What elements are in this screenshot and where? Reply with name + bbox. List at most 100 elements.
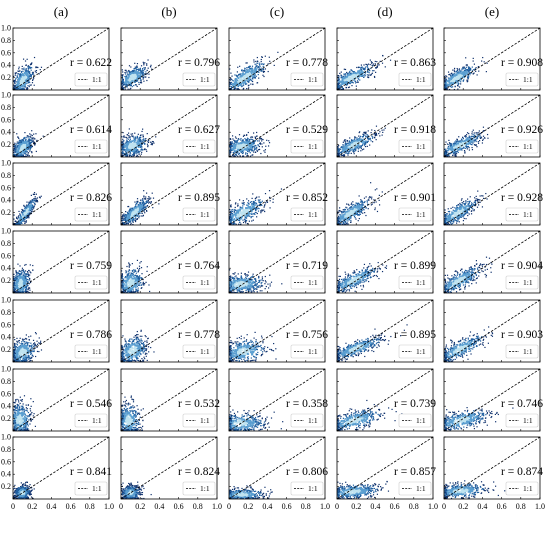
scatter-point: [451, 146, 453, 149]
scatter-point: [134, 138, 137, 140]
scatter-point: [348, 71, 351, 73]
scatter-point: [32, 137, 34, 139]
scatter-point: [33, 84, 35, 86]
scatter-point: [467, 67, 470, 69]
scatter-point: [469, 141, 472, 144]
scatter-point: [155, 136, 157, 138]
scatter-point: [363, 134, 365, 136]
scatter-point: [338, 80, 341, 82]
scatter-point: [251, 138, 253, 140]
scatter-point: [23, 88, 25, 90]
scatter-point: [146, 143, 149, 145]
scatter-point: [25, 86, 27, 88]
scatter-point: [134, 213, 137, 216]
scatter-point: [135, 150, 137, 152]
scatter-point: [31, 130, 33, 132]
scatter-point: [367, 139, 369, 141]
scatter-point: [20, 71, 23, 73]
scatter-point: [364, 74, 366, 76]
scatter-point: [353, 75, 356, 78]
scatter-point: [26, 204, 28, 206]
scatter-point: [17, 155, 20, 157]
r-value-label: r = 0.796: [178, 57, 220, 69]
scatter-point: [18, 84, 21, 86]
scatter-point: [145, 196, 147, 198]
scatter-point: [362, 76, 365, 78]
scatter-point: [124, 217, 126, 219]
scatter-point: [21, 77, 24, 79]
scatter-point: [32, 71, 34, 73]
scatter-point: [131, 146, 134, 148]
scatter-point: [134, 205, 136, 208]
column-label: (e): [485, 4, 499, 19]
scatter-point: [239, 150, 242, 153]
scatter-point: [20, 84, 22, 87]
scatter-point: [26, 135, 28, 137]
scatter-point: [249, 145, 251, 147]
scatter-point: [340, 87, 342, 89]
scatter-point: [237, 147, 240, 149]
scatter-point: [138, 72, 141, 74]
scatter-point: [24, 215, 27, 218]
scatter-point: [366, 145, 368, 148]
scatter-point: [17, 222, 20, 224]
scatter-point: [352, 150, 354, 152]
scatter-point: [360, 150, 362, 152]
scatter-point: [481, 142, 484, 144]
scatter-point: [467, 138, 469, 140]
scatter-point: [145, 137, 147, 140]
scatter-point: [352, 148, 354, 151]
scatter-point: [256, 65, 258, 68]
scatter-point: [355, 76, 358, 78]
scatter-point: [133, 219, 135, 221]
scatter-point: [479, 136, 481, 139]
scatter-point: [362, 67, 364, 69]
scatter-point: [247, 75, 250, 78]
scatter-point: [19, 78, 21, 80]
scatter-point: [373, 64, 375, 67]
scatter-point: [452, 77, 455, 80]
scatter-point: [15, 143, 17, 145]
scatter-point: [143, 206, 145, 209]
scatter-point: [342, 75, 345, 77]
scatter-point: [140, 140, 142, 143]
scatter-point: [135, 147, 137, 149]
scatter-point: [31, 151, 33, 153]
scatter-point: [143, 73, 145, 75]
scatter-point: [337, 145, 339, 148]
scatter-point: [246, 148, 248, 150]
scatter-point: [124, 151, 127, 153]
scatter-point: [469, 137, 471, 139]
scatter-point: [30, 138, 32, 140]
scatter-point: [460, 145, 463, 148]
scatter-point: [141, 205, 143, 208]
scatter-point: [237, 84, 239, 87]
scatter-point: [257, 144, 259, 146]
scatter-point: [456, 67, 458, 70]
scatter-point: [346, 146, 348, 149]
scatter-point: [356, 138, 358, 140]
scatter-point: [456, 72, 459, 75]
scatter-point: [473, 63, 475, 65]
legend-label: 1:1: [308, 75, 318, 84]
scatter-point: [21, 212, 23, 214]
scatter-point: [238, 145, 241, 148]
legend-label: 1:1: [200, 75, 210, 84]
scatter-point: [248, 149, 250, 151]
scatter-point: [142, 140, 144, 142]
scatter-point: [444, 151, 447, 153]
scatter-point: [24, 60, 27, 62]
scatter-point: [19, 148, 22, 151]
scatter-point: [32, 76, 35, 79]
scatter-point: [121, 87, 123, 89]
scatter-point: [243, 77, 245, 80]
scatter-point: [236, 87, 238, 90]
scatter-point: [23, 74, 25, 77]
y-tick-label: 0.8: [1, 103, 11, 112]
scatter-point: [30, 194, 32, 196]
scatter-point: [234, 87, 236, 90]
scatter-point: [350, 143, 353, 146]
scatter-point: [20, 77, 23, 80]
scatter-point: [257, 66, 260, 68]
scatter-point: [259, 65, 261, 68]
